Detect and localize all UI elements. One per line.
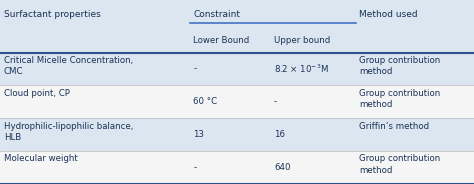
Bar xyxy=(0,151,474,184)
Text: 13: 13 xyxy=(193,130,204,139)
Text: Critical Micelle Concentration,
CMC: Critical Micelle Concentration, CMC xyxy=(4,56,133,76)
Text: Group contribution
method: Group contribution method xyxy=(359,89,440,109)
Text: Constraint: Constraint xyxy=(193,10,240,19)
Bar xyxy=(0,53,474,85)
Text: Upper bound: Upper bound xyxy=(274,36,330,45)
Text: Surfactant properties: Surfactant properties xyxy=(4,10,100,19)
Text: Hydrophilic-lipophilic balance,
HLB: Hydrophilic-lipophilic balance, HLB xyxy=(4,122,133,142)
Text: -: - xyxy=(193,163,197,172)
Bar xyxy=(0,85,474,118)
Text: -: - xyxy=(193,65,197,74)
Text: Molecular weight: Molecular weight xyxy=(4,154,78,163)
Text: Group contribution
method: Group contribution method xyxy=(359,154,440,175)
Text: Group contribution
method: Group contribution method xyxy=(359,56,440,76)
Text: 16: 16 xyxy=(274,130,285,139)
Text: 60 °C: 60 °C xyxy=(193,97,218,106)
Text: Cloud point, CP: Cloud point, CP xyxy=(4,89,70,98)
Text: 640: 640 xyxy=(274,163,291,172)
Text: Griffin’s method: Griffin’s method xyxy=(359,122,429,131)
Bar xyxy=(0,0,474,29)
Bar xyxy=(0,118,474,151)
Bar xyxy=(0,29,474,53)
Text: -: - xyxy=(274,97,277,106)
Text: Lower Bound: Lower Bound xyxy=(193,36,250,45)
Text: Method used: Method used xyxy=(359,10,418,19)
Text: 8.2 $\times$ 10$^{-3}$M: 8.2 $\times$ 10$^{-3}$M xyxy=(274,63,329,75)
